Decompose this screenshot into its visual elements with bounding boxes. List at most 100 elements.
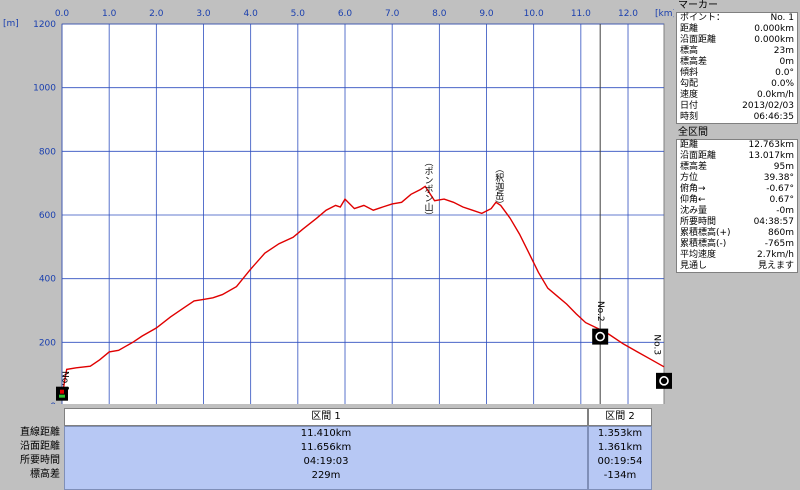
info-value: -765m <box>764 239 794 249</box>
info-key: 標高差 <box>680 162 708 172</box>
info-value: 0.000km <box>754 24 794 34</box>
info-row: 勾配 0.0% <box>677 79 797 90</box>
info-row: 速度 0.0km/h <box>677 90 797 101</box>
info-row: 標高差 0m <box>677 57 797 68</box>
info-value: 13.017km <box>748 151 794 161</box>
info-value: 0.67° <box>769 195 794 205</box>
x-tick-label: 1.0 <box>102 9 117 19</box>
info-value: 04:38:57 <box>753 217 794 227</box>
info-value: 860m <box>768 228 794 238</box>
x-tick-label: 12.0 <box>618 9 638 19</box>
info-key: 距離 <box>680 24 699 34</box>
info-key: 距離 <box>680 140 699 150</box>
annotation-label: （釈迦岳） <box>493 164 504 209</box>
y-tick-label: 1200 <box>33 20 56 30</box>
info-row: 標高 23m <box>677 46 797 57</box>
annotations: （ポンポン山） （釈迦岳） No.2 No.3 No.1 <box>59 158 661 392</box>
info-value: 2013/02/03 <box>742 101 794 111</box>
info-value: -0m <box>776 206 794 216</box>
waypoint-marker-1[interactable] <box>56 386 68 401</box>
x-tick-label: 11.0 <box>571 9 591 19</box>
x-tick-label: 2.0 <box>149 9 164 19</box>
section-2-value: 1.361km <box>597 442 643 453</box>
info-row: 標高差 95m <box>677 162 797 173</box>
y-tick-label: 200 <box>39 338 56 348</box>
plot-background <box>61 23 665 404</box>
info-row: 沿面距離 0.000km <box>677 35 797 46</box>
info-row: 仰角← 0.67° <box>677 195 797 206</box>
info-value: 95m <box>773 162 794 172</box>
marker-box <box>592 328 609 345</box>
info-value: 2.7km/h <box>756 250 794 260</box>
info-key: 勾配 <box>680 79 699 89</box>
waypoint-marker-2[interactable] <box>592 328 609 345</box>
section-1-value: 11.656km <box>300 442 352 453</box>
info-key: 標高差 <box>680 57 708 67</box>
info-row: 俯角→ -0.67° <box>677 184 797 195</box>
info-value: 0.0km/h <box>756 90 794 100</box>
info-row: 距離 12.763km <box>677 140 797 151</box>
x-axis-unit: [km] <box>655 9 674 19</box>
info-key: 方位 <box>680 173 699 183</box>
x-tick-label: 4.0 <box>244 9 259 19</box>
x-tick-label: 6.0 <box>338 9 353 19</box>
grid <box>61 23 664 404</box>
x-tick-label: 0.0 <box>55 9 70 19</box>
info-key: 所要時間 <box>680 217 717 227</box>
marker-box <box>656 372 672 389</box>
info-row: 沈み量 -0m <box>677 206 797 217</box>
info-value: 0.0° <box>775 68 794 78</box>
start-flag-icon <box>60 389 64 394</box>
x-tick-label: 8.0 <box>432 9 447 19</box>
x-tick-label: 10.0 <box>524 9 544 19</box>
section-2-values: 1.353km 1.361km 00:19:54 -134m <box>588 426 652 490</box>
section-1-header[interactable]: 区間 1 <box>64 408 588 426</box>
elevation-profile-chart[interactable]: 0.0 1.0 2.0 3.0 4.0 5.0 6.0 7.0 8.0 9.0 10.0 11.0 12… <box>0 0 674 404</box>
x-tick-label: 5.0 <box>291 9 306 19</box>
info-key: 日付 <box>680 101 699 111</box>
info-value: 23m <box>773 46 794 56</box>
info-key: 沿面距離 <box>680 35 717 45</box>
info-row: 距離 0.000km <box>677 24 797 35</box>
y-tick-label: 400 <box>39 275 56 285</box>
section-1-value: 04:19:03 <box>303 456 349 467</box>
info-row: 方位 39.38° <box>677 173 797 184</box>
info-value: 06:46:35 <box>753 112 794 122</box>
info-key: 平均速度 <box>680 250 717 260</box>
stat-label: 所要時間 <box>20 455 60 466</box>
section-1-value: 11.410km <box>300 428 352 439</box>
info-key: 俯角→ <box>680 184 706 194</box>
info-row: 傾斜 0.0° <box>677 68 797 79</box>
marker-circle-icon <box>659 376 669 386</box>
info-row: 平均速度 2.7km/h <box>677 250 797 261</box>
section-2-header[interactable]: 区間 2 <box>588 408 652 426</box>
info-row: 所要時間 04:38:57 <box>677 217 797 228</box>
annotation-label: （ポンポン山） <box>423 158 434 221</box>
marker-panel-title: マーカー <box>678 0 718 11</box>
info-row: 時刻 06:46:35 <box>677 112 797 123</box>
start-flag-icon <box>59 394 65 398</box>
waypoint-marker-3[interactable] <box>656 372 672 389</box>
info-key: 累積標高(-) <box>680 239 727 249</box>
section-2-value: 00:19:54 <box>597 456 643 467</box>
info-row: 累積標高(+) 860m <box>677 228 797 239</box>
info-key: 累積標高(+) <box>680 228 731 238</box>
annotation-label: No.2 <box>595 301 605 322</box>
elevation-line[interactable] <box>61 185 665 399</box>
section-1-value: 229m <box>311 470 341 481</box>
info-row: 日付 2013/02/03 <box>677 101 797 112</box>
waypoint-markers[interactable] <box>56 328 672 401</box>
y-tick-label: 1000 <box>33 84 56 94</box>
info-value: 見えます <box>757 261 794 271</box>
stat-label: 直線距離 <box>20 427 60 438</box>
y-axis-unit: [m] <box>3 19 19 29</box>
info-value: -0.67° <box>766 184 794 194</box>
total-panel-title: 全区間 <box>678 127 708 138</box>
total-info-box: 距離 12.763km 沿面距離 13.017km 標高差 95m 方位 39.38° 俯角→ -… <box>676 139 798 273</box>
info-value: 39.38° <box>763 173 794 183</box>
section-stats-table: 直線距離 沿面距離 所要時間 標高差 区間 1 区間 2 11.410km 11… <box>0 404 660 490</box>
info-key: 見通し <box>680 261 708 271</box>
info-key: 傾斜 <box>680 68 699 78</box>
info-row: 沿面距離 13.017km <box>677 151 797 162</box>
y-axis-ticks: 0 200 400 600 800 1000 1200 <box>33 20 56 404</box>
